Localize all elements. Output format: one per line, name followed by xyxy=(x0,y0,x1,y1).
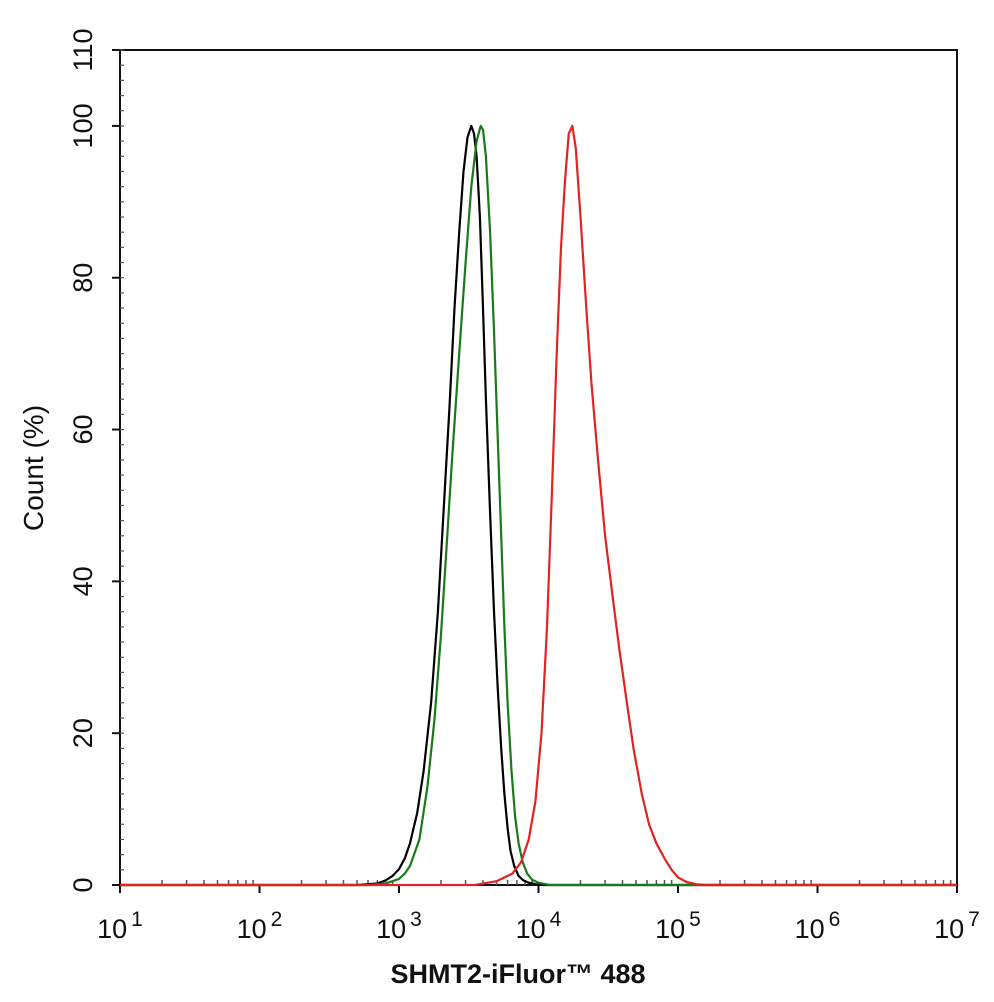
y-axis-title: Count (%) xyxy=(18,405,49,531)
series-line xyxy=(120,124,957,887)
y-tick-label: 0 xyxy=(68,877,98,892)
x-tick-label: 10 4 xyxy=(516,908,562,944)
x-tick-label: 10 6 xyxy=(795,908,841,944)
x-tick-label: 10 5 xyxy=(655,908,701,944)
x-tick-labels: 10 1 10 2 10 3 10 4 10 5 10 6 10 7 xyxy=(97,908,980,944)
x-tick-label: 10 3 xyxy=(376,908,422,944)
y-tick-label: 80 xyxy=(68,263,98,293)
y-tick-label: 110 xyxy=(68,28,98,71)
y-tick-label: 40 xyxy=(68,566,98,596)
series-layer xyxy=(120,124,957,887)
major-ticks xyxy=(112,49,958,893)
x-axis-title: SHMT2-iFluor™ 488 xyxy=(390,959,645,989)
x-tick-label: 10 2 xyxy=(237,908,283,944)
series-line xyxy=(120,124,957,887)
x-tick-label: 10 7 xyxy=(934,908,980,944)
minor-ticks xyxy=(120,49,952,886)
y-tick-labels: 0 20 40 60 80 100 110 xyxy=(68,28,98,892)
y-tick-label: 20 xyxy=(68,718,98,748)
series-line xyxy=(120,124,957,887)
y-tick-label: 60 xyxy=(68,415,98,445)
x-tick-label: 10 1 xyxy=(97,908,143,944)
y-tick-label: 100 xyxy=(68,103,98,148)
